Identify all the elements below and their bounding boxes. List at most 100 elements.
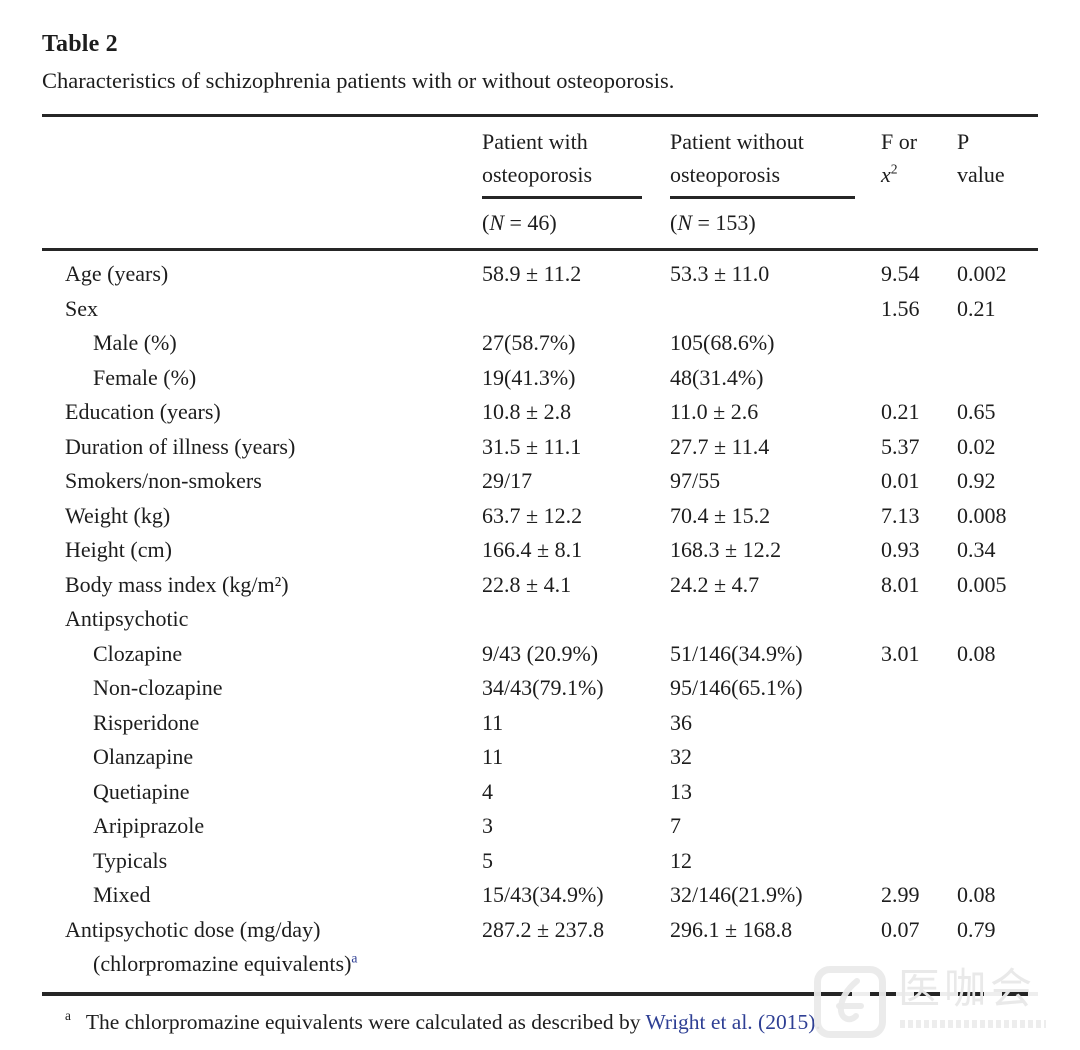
value-without-osteoporosis: 296.1 ± 168.8 <box>670 916 793 942</box>
header-without-line1: Patient without <box>670 129 804 154</box>
value-with-osteoporosis <box>482 292 670 327</box>
value-without-osteoporosis: 168.3 ± 12.2 <box>670 537 782 562</box>
f-statistic-value: 3.01 <box>881 640 920 666</box>
value-without-osteoporosis: 48(31.4%) <box>670 364 764 390</box>
value-with-osteoporosis: 58.9 ± 11.2 <box>482 261 582 286</box>
table-row: Clozapine 9/43 (20.9%) 51/146(34.9%) 3.01 0.… <box>42 637 1038 672</box>
value-without-osteoporosis: 32/146(21.9%) <box>670 882 803 907</box>
p-value <box>957 844 1038 879</box>
header-stat-line2: x2 <box>881 161 898 187</box>
header-stat-line1: F or <box>881 129 918 154</box>
f-statistic-value: 7.13 <box>881 502 920 528</box>
value-with-osteoporosis: 15/43(34.9%) <box>482 882 604 907</box>
row-label: Female (%) <box>93 364 197 390</box>
f-statistic-value: 8.01 <box>881 571 920 597</box>
header-f-or-chi2: F or x2 <box>881 125 957 239</box>
value-without-osteoporosis: 51/146(34.9%) <box>670 640 803 666</box>
f-statistic-value: 2.99 <box>881 882 920 907</box>
table-title: Table 2 <box>42 31 118 57</box>
p-value <box>957 602 1038 637</box>
p-value: 0.02 <box>957 433 996 459</box>
row-label: Smokers/non-smokers <box>65 468 262 493</box>
f-statistic-value <box>881 706 957 741</box>
f-statistic-value: 5.37 <box>881 433 920 459</box>
f-statistic-value <box>881 844 957 879</box>
p-value: 0.005 <box>957 571 1007 597</box>
row-label: Quetiapine <box>93 778 190 804</box>
p-value: 0.08 <box>957 640 996 666</box>
row-label: Sex <box>65 295 98 321</box>
table-caption: Characteristics of schizophrenia patient… <box>42 68 675 93</box>
row-label: Aripiprazole <box>93 813 205 838</box>
f-statistic-value: 1.56 <box>881 295 920 321</box>
p-value <box>957 361 1038 396</box>
footnote-suffix: . <box>815 1009 821 1034</box>
f-statistic-value: 0.01 <box>881 468 920 493</box>
f-statistic-value: 9.54 <box>881 261 920 286</box>
p-value: 0.21 <box>957 295 996 321</box>
value-without-osteoporosis <box>670 602 881 637</box>
f-statistic-value <box>881 775 957 810</box>
p-value: 0.08 <box>957 882 996 907</box>
table-row: Risperidone 11 36 <box>42 706 1038 741</box>
header-with-line2: osteoporosis <box>482 162 592 187</box>
citation-link[interactable]: Wright et al. (2015) <box>645 1009 816 1034</box>
table-row: Mixed 15/43(34.9%) 32/146(21.9%) 2.99 0.08 <box>42 878 1038 913</box>
value-without-osteoporosis <box>670 292 881 327</box>
footnote-marker-link[interactable]: a <box>351 950 358 966</box>
value-with-osteoporosis <box>482 602 670 637</box>
value-without-osteoporosis: 13 <box>670 778 692 804</box>
p-value: 0.34 <box>957 537 996 562</box>
header-p-line1: P <box>957 129 970 154</box>
value-with-osteoporosis: 22.8 ± 4.1 <box>482 571 572 597</box>
value-without-osteoporosis: 12 <box>670 847 692 873</box>
value-with-osteoporosis: 29/17 <box>482 468 533 493</box>
row-label: Clozapine <box>93 640 183 666</box>
table-body: Age (years) 58.9 ± 11.2 53.3 ± 11.0 9.54 0.0… <box>42 251 1038 992</box>
f-statistic-value: 0.93 <box>881 537 920 562</box>
value-with-osteoporosis: 19(41.3%) <box>482 364 576 390</box>
value-without-osteoporosis: 53.3 ± 11.0 <box>670 261 770 286</box>
p-value <box>957 706 1038 741</box>
row-label: Body mass index (kg/m²) <box>65 571 289 597</box>
table-row: Duration of illness (years) 31.5 ± 11.1 27… <box>42 430 1038 465</box>
value-without-osteoporosis: 11.0 ± 2.6 <box>670 399 759 424</box>
value-with-osteoporosis: 34/43(79.1%) <box>482 675 604 700</box>
content-area: Table 2 Characteristics of schizophrenia… <box>42 0 1046 1038</box>
watermark-rule-dashes <box>826 991 1040 996</box>
header-without-n: (N = 153) <box>670 210 756 235</box>
p-value <box>957 740 1038 775</box>
row-label: Typicals <box>93 847 168 873</box>
row-label: Risperidone <box>93 709 200 735</box>
f-statistic-value <box>881 602 957 637</box>
p-value: 0.008 <box>957 502 1007 528</box>
header-with-n: (N = 46) <box>482 210 557 235</box>
table-header: Patient with osteoporosis (N = 46) Patie… <box>42 117 1038 251</box>
value-with-osteoporosis: 63.7 ± 12.2 <box>482 502 583 528</box>
value-without-osteoporosis: 36 <box>670 709 692 735</box>
value-with-osteoporosis: 11 <box>482 744 504 769</box>
value-with-osteoporosis: 9/43 (20.9%) <box>482 640 599 666</box>
table-row: Olanzapine 11 32 <box>42 740 1038 775</box>
table-row: Education (years) 10.8 ± 2.8 11.0 ± 2.6 0.2… <box>42 395 1038 430</box>
header-empty-cell <box>42 125 482 239</box>
p-value <box>957 671 1038 706</box>
row-label: Age (years) <box>65 261 169 286</box>
header-p-line2: value <box>957 162 1005 187</box>
row-label: Antipsychotic dose (mg/day) (chlorpromazi… <box>65 916 358 977</box>
value-without-osteoporosis: 32 <box>670 744 692 769</box>
row-label: Antipsychotic <box>65 606 189 631</box>
table-row: Sex 1.56 0.21 <box>42 292 1038 327</box>
f-statistic-value <box>881 740 957 775</box>
value-with-osteoporosis: 27(58.7%) <box>482 330 576 355</box>
value-with-osteoporosis: 4 <box>482 778 493 804</box>
value-with-osteoporosis: 3 <box>482 813 493 838</box>
table-row: Quetiapine 4 13 <box>42 775 1038 810</box>
p-value: 0.92 <box>957 468 996 493</box>
value-with-osteoporosis: 11 <box>482 709 504 735</box>
table-row: Body mass index (kg/m²) 22.8 ± 4.1 24.2 ± … <box>42 568 1038 603</box>
table-row: Typicals 5 12 <box>42 844 1038 879</box>
value-without-osteoporosis: 24.2 ± 4.7 <box>670 571 760 597</box>
p-value: 0.65 <box>957 399 996 424</box>
